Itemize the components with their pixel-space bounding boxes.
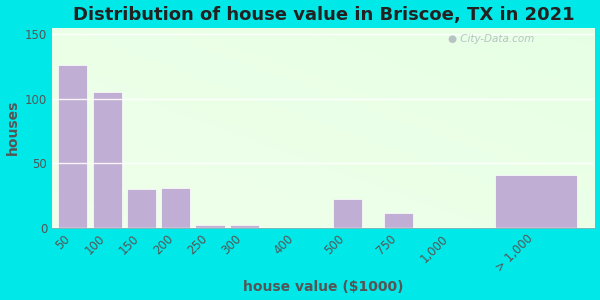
Bar bbox=[230, 225, 259, 228]
Bar bbox=[495, 175, 577, 228]
Bar bbox=[58, 65, 88, 228]
Bar bbox=[161, 188, 190, 228]
Bar bbox=[196, 225, 224, 228]
Title: Distribution of house value in Briscoe, TX in 2021: Distribution of house value in Briscoe, … bbox=[73, 6, 574, 24]
Bar bbox=[384, 213, 413, 228]
Text: ● City-Data.com: ● City-Data.com bbox=[448, 34, 535, 44]
Bar bbox=[333, 199, 362, 228]
X-axis label: house value ($1000): house value ($1000) bbox=[243, 280, 404, 294]
Bar bbox=[92, 92, 122, 228]
Y-axis label: houses: houses bbox=[5, 100, 20, 155]
Bar bbox=[127, 189, 156, 228]
